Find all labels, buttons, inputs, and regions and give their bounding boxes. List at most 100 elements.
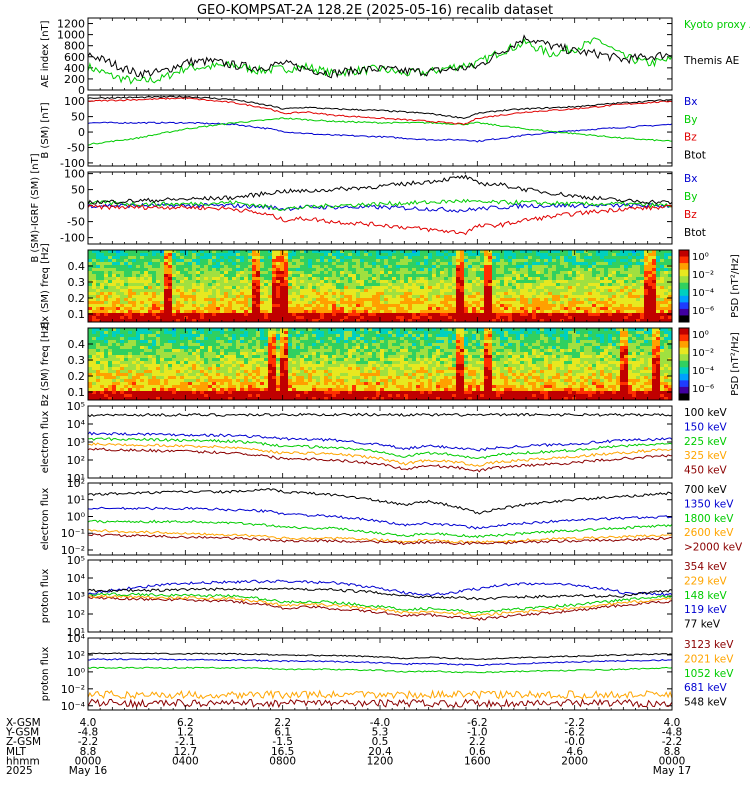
spectrogram-cell xyxy=(544,298,549,302)
spectrogram-cell xyxy=(276,250,281,254)
spectrogram-cell xyxy=(248,391,253,395)
spectrogram-cell xyxy=(640,256,645,260)
spectrogram-cell xyxy=(96,334,101,338)
spectrogram-cell xyxy=(364,301,369,305)
spectrogram-cell xyxy=(456,277,461,281)
spectrogram-cell xyxy=(668,256,672,260)
spectrogram-cell xyxy=(168,394,173,398)
spectrogram-cell xyxy=(520,310,525,314)
spectrogram-cell xyxy=(180,355,185,359)
spectrogram-cell xyxy=(104,394,109,398)
spectrogram-cell xyxy=(508,259,513,263)
spectrogram xyxy=(88,328,672,400)
spectrogram-cell xyxy=(96,307,101,311)
spectrogram-cell xyxy=(160,388,165,392)
spectrogram-cell xyxy=(116,265,121,269)
spectrogram-cell xyxy=(396,304,401,308)
spectrogram-cell xyxy=(648,280,653,284)
spectrogram-cell xyxy=(228,352,233,356)
spectrogram-cell xyxy=(172,379,177,383)
spectrogram-cell xyxy=(660,301,665,305)
spectrogram-cell xyxy=(204,256,209,260)
spectrogram-cell xyxy=(588,301,593,305)
spectrogram-cell xyxy=(444,271,449,275)
spectrogram-cell xyxy=(232,265,237,269)
spectrogram-cell xyxy=(620,265,625,269)
spectrogram-cell xyxy=(248,304,253,308)
spectrogram-cell xyxy=(96,397,101,400)
spectrogram-cell xyxy=(560,295,565,299)
spectrogram-cell xyxy=(612,280,617,284)
spectrogram-cell xyxy=(440,268,445,272)
spectrogram-cell xyxy=(568,253,573,257)
spectrogram-cell xyxy=(616,262,621,266)
spectrogram-cell xyxy=(664,301,669,305)
spectrogram-cell xyxy=(236,271,241,275)
legend-entry: Btot xyxy=(684,227,706,239)
spectrogram-cell xyxy=(576,295,581,299)
spectrogram-cell xyxy=(128,307,133,311)
spectrogram-cell xyxy=(284,274,289,278)
spectrogram-cell xyxy=(320,256,325,260)
spectrogram-cell xyxy=(444,289,449,293)
spectrogram-cell xyxy=(308,298,313,302)
spectrogram-cell xyxy=(128,328,133,332)
spectrogram-cell xyxy=(644,253,649,257)
spectrogram-cell xyxy=(572,304,577,308)
spectrogram-cell xyxy=(200,298,205,302)
spectrogram-cell xyxy=(148,388,153,392)
spectrogram-cell xyxy=(168,271,173,275)
spectrogram-cell xyxy=(392,307,397,311)
spectrogram-cell xyxy=(204,337,209,341)
spectrogram-cell xyxy=(208,283,213,287)
spectrogram-cell xyxy=(568,277,573,281)
spectrogram-cell xyxy=(604,250,609,254)
spectrogram-cell xyxy=(152,313,157,317)
spectrogram-cell xyxy=(356,250,361,254)
spectrogram-cell xyxy=(628,265,633,269)
spectrogram-cell xyxy=(508,316,513,320)
spectrogram-cell xyxy=(384,292,389,296)
spectrogram-cell xyxy=(504,280,509,284)
spectrogram-cell xyxy=(220,382,225,386)
spectrogram-cell xyxy=(292,259,297,263)
spectrogram-cell xyxy=(580,319,585,322)
spectrogram-cell xyxy=(584,310,589,314)
spectrogram-cell xyxy=(140,253,145,257)
spectrogram-cell xyxy=(264,268,269,272)
spectrogram-cell xyxy=(320,250,325,254)
spectrogram-cell xyxy=(200,295,205,299)
spectrogram-cell xyxy=(88,304,93,308)
spectrogram-cell xyxy=(144,280,149,284)
spectrogram-cell xyxy=(580,274,585,278)
spectrogram-cell xyxy=(360,301,365,305)
spectrogram-cell xyxy=(556,271,561,275)
spectrogram-cell xyxy=(504,313,509,317)
spectrogram-cell xyxy=(604,262,609,266)
spectrogram-cell xyxy=(404,289,409,293)
spectrogram-cell xyxy=(320,316,325,320)
spectrogram-cell xyxy=(472,304,477,308)
spectrogram-cell xyxy=(376,292,381,296)
spectrogram-cell xyxy=(356,310,361,314)
spectrogram-cell xyxy=(124,349,129,353)
spectrogram-cell xyxy=(460,253,465,257)
spectrogram-cell xyxy=(224,295,229,299)
spectrogram-cell xyxy=(376,307,381,311)
spectrogram-cell xyxy=(384,301,389,305)
spectrogram-cell xyxy=(104,385,109,389)
spectrogram-cell xyxy=(200,277,205,281)
spectrogram-cell xyxy=(292,253,297,257)
spectrogram-cell xyxy=(244,310,249,314)
spectrogram-cell xyxy=(316,310,321,314)
spectrogram-cell xyxy=(480,250,485,254)
spectrogram-cell xyxy=(192,361,197,365)
spectrogram-cell xyxy=(88,271,93,275)
spectrogram-cell xyxy=(152,289,157,293)
spectrogram-cell xyxy=(280,265,285,269)
spectrogram-cell xyxy=(96,265,101,269)
spectrogram-cell xyxy=(464,319,469,322)
spectrogram-cell xyxy=(368,271,373,275)
spectrogram-cell xyxy=(368,310,373,314)
spectrogram-cell xyxy=(664,286,669,290)
